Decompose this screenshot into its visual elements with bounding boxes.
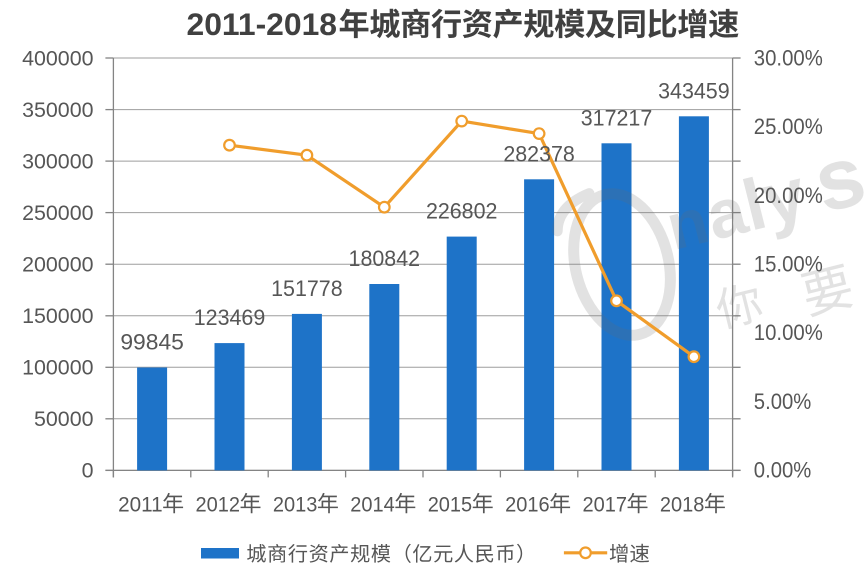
svg-text:282378: 282378 [503, 141, 575, 166]
svg-text:2015: 2015 [428, 493, 473, 517]
svg-text:2013: 2013 [273, 493, 318, 517]
svg-text:180842: 180842 [349, 246, 421, 271]
svg-text:400000: 400000 [22, 46, 93, 70]
svg-text:15.00%: 15.00% [754, 252, 823, 277]
svg-text:5.00%: 5.00% [754, 389, 812, 414]
svg-text:0.00%: 0.00% [754, 458, 812, 483]
svg-text:2014: 2014 [350, 493, 395, 517]
svg-text:150000: 150000 [22, 304, 93, 328]
svg-text:2011-2018: 2011-2018 [187, 6, 338, 42]
svg-text:99845: 99845 [120, 330, 184, 355]
svg-text:20.00%: 20.00% [754, 183, 823, 208]
svg-text:10.00%: 10.00% [754, 320, 823, 345]
svg-text:317217: 317217 [581, 105, 653, 130]
svg-text:0: 0 [82, 459, 94, 483]
svg-text:2016: 2016 [505, 493, 550, 517]
svg-text:200000: 200000 [22, 253, 93, 277]
svg-text:2012: 2012 [196, 493, 241, 517]
svg-text:151778: 151778 [271, 276, 343, 301]
svg-text:50000: 50000 [34, 407, 94, 431]
svg-text:30.00%: 30.00% [754, 45, 823, 70]
svg-text:300000: 300000 [22, 149, 93, 173]
svg-text:2011: 2011 [118, 493, 163, 517]
svg-text:250000: 250000 [22, 201, 93, 225]
svg-text:350000: 350000 [22, 98, 93, 122]
svg-text:226802: 226802 [426, 199, 498, 224]
svg-text:25.00%: 25.00% [754, 114, 823, 139]
svg-text:2017: 2017 [583, 493, 628, 517]
svg-text:343459: 343459 [658, 78, 730, 103]
svg-text:100000: 100000 [22, 356, 93, 380]
svg-text:123469: 123469 [194, 305, 266, 330]
svg-text:2018: 2018 [660, 493, 705, 517]
